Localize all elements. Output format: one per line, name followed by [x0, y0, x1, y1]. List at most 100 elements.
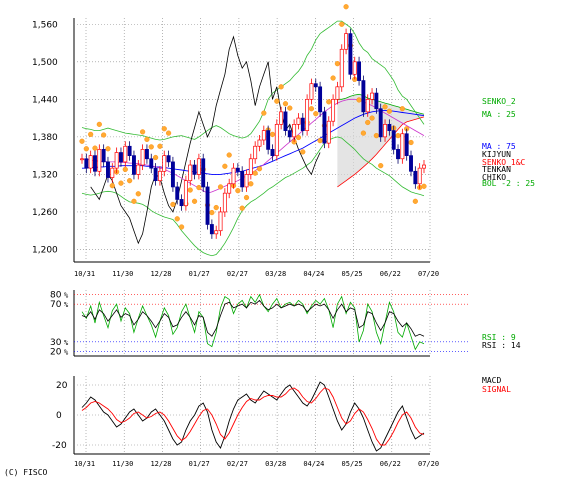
candle-body — [270, 149, 275, 156]
sar-dot — [330, 75, 336, 81]
sar-dot — [109, 183, 115, 189]
x-tick-label-macd: 11/30 — [112, 460, 133, 468]
candle-body — [205, 186, 210, 225]
sar-dot — [334, 61, 341, 67]
x-tick-label-price: 12/28 — [150, 270, 171, 278]
rsi-percent-label: % — [64, 348, 69, 356]
candle-body — [80, 158, 84, 161]
sar-dot — [161, 126, 167, 132]
candle-body — [101, 149, 106, 163]
candle-body — [84, 158, 89, 169]
sar-dot — [226, 152, 232, 158]
rsi-legend-entry: RSI : 9 — [482, 333, 516, 342]
sar-dot — [187, 187, 193, 193]
sar-dot — [144, 136, 150, 142]
candle-body — [214, 230, 219, 235]
candle-body — [313, 83, 318, 88]
x-tick-label-price: 04/24 — [303, 270, 324, 278]
x-tick-label-macd: 05/25 — [342, 460, 363, 468]
sar-dot — [408, 139, 414, 146]
sar-dot — [96, 121, 102, 127]
sar-dot — [122, 166, 128, 173]
sar-dot — [174, 216, 180, 222]
sar-dot — [239, 205, 245, 211]
sar-dot — [369, 115, 375, 121]
sar-dot — [248, 181, 254, 187]
candle-body — [196, 158, 201, 175]
candle-body — [136, 164, 141, 175]
sar-dot — [365, 119, 371, 126]
candle-body — [153, 167, 158, 182]
price-legend-entry: SENKO_1&C — [482, 158, 526, 167]
candle-body — [188, 164, 193, 182]
sar-dot — [399, 106, 405, 112]
y-tick-label: 1,440 — [32, 95, 58, 105]
x-tick-label-price: 10/31 — [74, 270, 95, 278]
sar-dot — [287, 105, 293, 111]
sar-dot — [165, 130, 172, 136]
sar-dot — [127, 178, 133, 184]
price-legend-entry: MA : 25 — [482, 110, 516, 119]
y-tick-label: 1,380 — [32, 133, 58, 143]
sar-dot — [282, 101, 289, 107]
candle-body — [149, 158, 154, 169]
candle-body — [261, 130, 266, 141]
sar-dot — [209, 209, 215, 216]
candle-body — [322, 111, 327, 144]
candle-body — [292, 124, 297, 138]
candle-body — [179, 199, 184, 207]
candle-body — [244, 174, 249, 188]
macd-legend-entry: SIGNAL — [482, 385, 511, 394]
price-legend-entry: TENKAN — [482, 165, 511, 174]
price-legend-entry: KIJYUN — [482, 150, 511, 159]
y-tick-label: 1,200 — [32, 245, 58, 255]
candle-body — [391, 130, 396, 150]
candle-body — [404, 133, 409, 156]
candle-body — [309, 83, 314, 100]
bollinger-upper — [81, 20, 425, 141]
candle-body — [344, 33, 349, 50]
sar-dot — [83, 146, 89, 152]
sar-dot — [295, 134, 302, 141]
rsi-tick-label: 80 — [50, 291, 62, 301]
candle-body — [387, 124, 392, 131]
candle-body — [144, 149, 149, 160]
candle-body — [318, 86, 323, 113]
candle-body — [253, 145, 258, 160]
rsi-panel — [81, 293, 425, 351]
price-legend-entry: MA : 75 — [482, 142, 516, 151]
rsi-series-line — [81, 299, 425, 337]
candle-body — [413, 170, 418, 185]
candle-body — [231, 167, 236, 185]
sar-dot — [395, 133, 401, 139]
sar-dot — [256, 166, 263, 172]
candle-body — [357, 61, 362, 81]
x-tick-label-macd: 07/20 — [418, 460, 439, 468]
sar-dot — [191, 198, 198, 204]
candle-body — [296, 117, 301, 125]
sar-dot — [386, 108, 392, 114]
sar-dot — [243, 194, 250, 201]
sar-dot — [79, 138, 85, 144]
x-tick-label-price: 07/20 — [418, 270, 439, 278]
y-tick-label: 1,500 — [32, 58, 58, 68]
bollinger-lower — [81, 136, 425, 257]
x-tick-label-price: 02/27 — [227, 270, 248, 278]
candle-body — [370, 92, 375, 100]
sar-dot — [235, 188, 241, 194]
rsi-percent-label: % — [64, 301, 69, 309]
sar-dot — [157, 143, 163, 149]
sar-dot — [378, 163, 384, 169]
candle-body — [110, 167, 115, 178]
x-tick-label-macd: 03/28 — [265, 460, 286, 468]
candle-body — [123, 145, 128, 163]
axis-labels: 10/31 10/31 11/30 11/30 12/28 12/28 01/27 01/27… — [32, 20, 535, 468]
candle-body — [409, 155, 413, 172]
rsi-tick-label: 20 — [50, 347, 62, 357]
price-panel — [79, 4, 427, 257]
sar-dot — [213, 204, 219, 211]
sar-dot — [178, 224, 185, 230]
candle-body — [175, 186, 180, 200]
sar-dot — [105, 146, 111, 152]
y-tick-label: 1,320 — [32, 170, 58, 180]
